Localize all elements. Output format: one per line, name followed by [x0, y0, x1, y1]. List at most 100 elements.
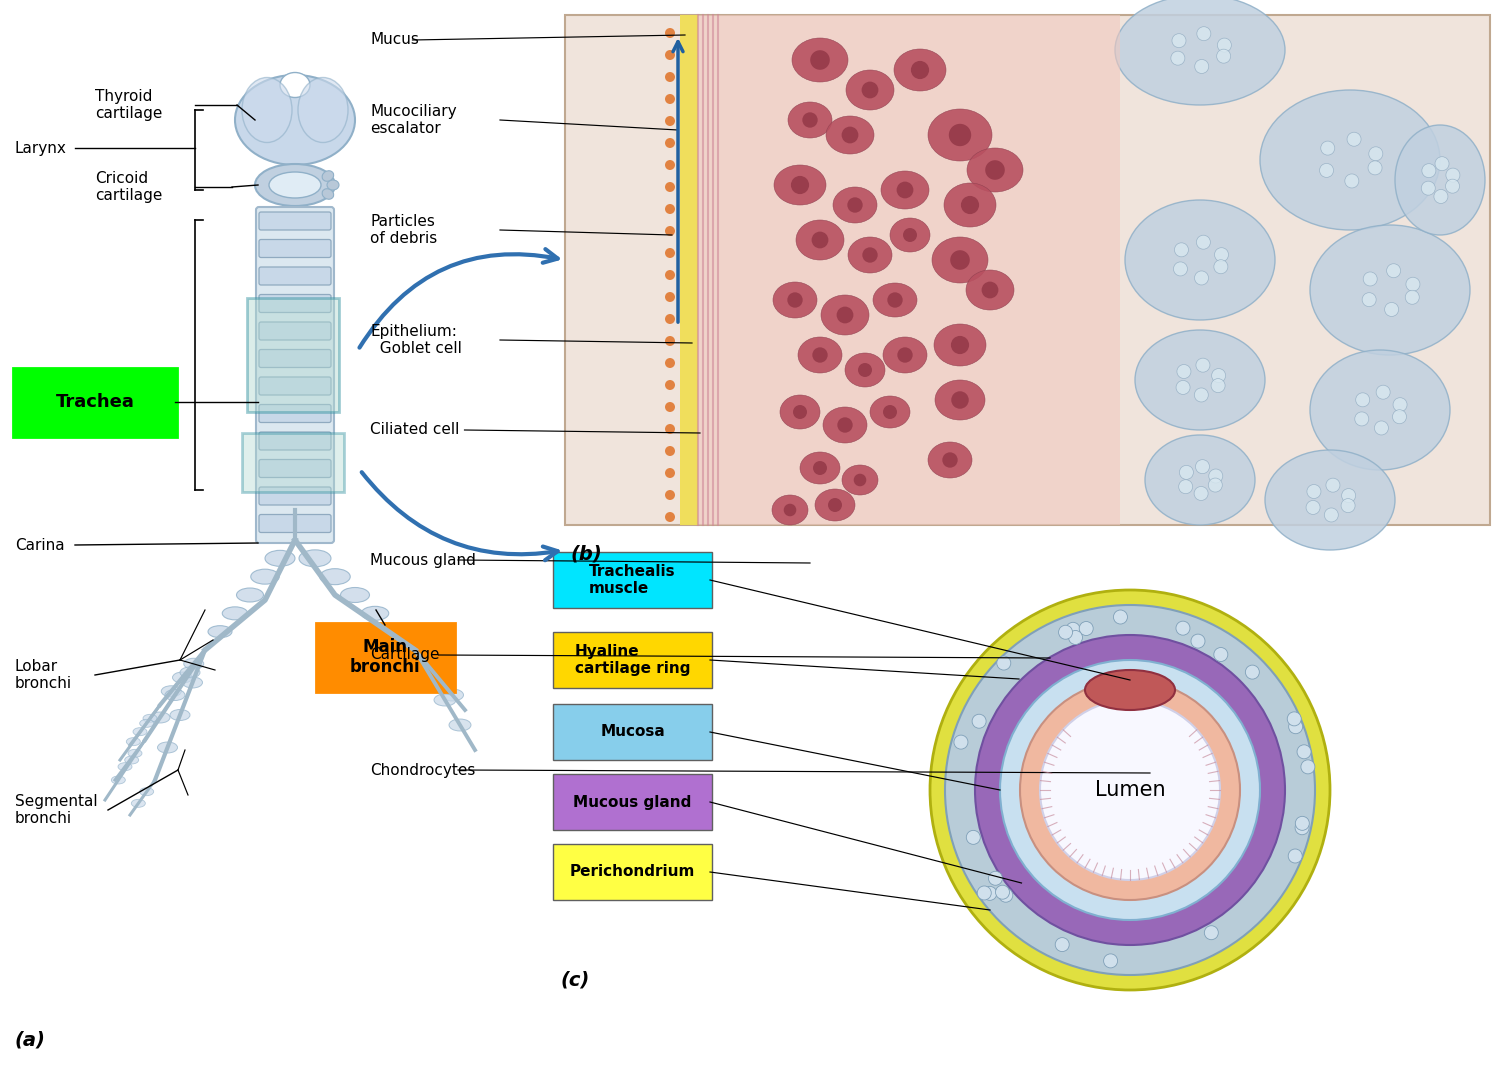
Ellipse shape: [150, 712, 170, 723]
Circle shape: [664, 446, 675, 456]
Circle shape: [888, 293, 903, 308]
Ellipse shape: [209, 625, 232, 637]
Ellipse shape: [1310, 225, 1470, 355]
Circle shape: [1214, 259, 1228, 273]
Circle shape: [1196, 460, 1209, 474]
Ellipse shape: [222, 607, 248, 620]
Ellipse shape: [934, 380, 986, 420]
Circle shape: [1178, 365, 1191, 378]
Circle shape: [998, 656, 1011, 670]
Circle shape: [813, 348, 828, 363]
Circle shape: [813, 461, 826, 475]
Ellipse shape: [242, 78, 292, 143]
Ellipse shape: [788, 102, 832, 138]
Text: Segmental
bronchi: Segmental bronchi: [15, 794, 98, 826]
Circle shape: [966, 831, 981, 845]
Circle shape: [897, 348, 912, 363]
FancyBboxPatch shape: [260, 405, 332, 422]
Circle shape: [837, 307, 854, 323]
Circle shape: [1362, 293, 1376, 307]
Ellipse shape: [320, 569, 350, 584]
Text: Main
bronchi: Main bronchi: [350, 637, 420, 676]
Circle shape: [853, 474, 867, 486]
Ellipse shape: [1260, 90, 1440, 230]
Ellipse shape: [322, 189, 333, 200]
Ellipse shape: [433, 694, 456, 706]
Ellipse shape: [132, 799, 146, 808]
Circle shape: [981, 282, 999, 298]
Circle shape: [783, 503, 796, 516]
Circle shape: [1196, 359, 1210, 373]
Circle shape: [1054, 937, 1070, 951]
Circle shape: [1210, 379, 1225, 393]
FancyBboxPatch shape: [316, 623, 454, 692]
Text: Cricoid
cartilage: Cricoid cartilage: [94, 171, 162, 203]
Ellipse shape: [934, 324, 986, 366]
Circle shape: [664, 72, 675, 82]
Circle shape: [1214, 648, 1228, 662]
FancyBboxPatch shape: [13, 368, 177, 437]
Circle shape: [1113, 610, 1128, 624]
Circle shape: [664, 183, 675, 192]
Ellipse shape: [134, 728, 147, 735]
Circle shape: [664, 226, 675, 237]
Ellipse shape: [327, 180, 339, 190]
Circle shape: [942, 453, 957, 468]
Ellipse shape: [419, 669, 441, 681]
Circle shape: [1215, 247, 1228, 261]
Ellipse shape: [1136, 330, 1264, 430]
Ellipse shape: [124, 756, 138, 764]
Ellipse shape: [824, 407, 867, 443]
Ellipse shape: [894, 49, 946, 91]
Bar: [680, 15, 1120, 525]
Circle shape: [1406, 278, 1420, 292]
Ellipse shape: [842, 465, 878, 495]
Circle shape: [664, 424, 675, 434]
Circle shape: [1341, 499, 1354, 513]
Bar: [680, 15, 698, 525]
Circle shape: [930, 590, 1330, 990]
FancyBboxPatch shape: [554, 552, 712, 608]
Ellipse shape: [142, 714, 158, 723]
Ellipse shape: [126, 738, 141, 745]
Circle shape: [1422, 164, 1436, 178]
Circle shape: [664, 292, 675, 302]
Ellipse shape: [780, 395, 820, 429]
Circle shape: [897, 181, 914, 199]
Circle shape: [1216, 50, 1230, 63]
Text: Trachealis
muscle: Trachealis muscle: [590, 564, 676, 596]
Circle shape: [1376, 386, 1390, 400]
Circle shape: [1370, 147, 1383, 161]
Ellipse shape: [417, 659, 438, 671]
Ellipse shape: [880, 171, 928, 210]
Ellipse shape: [846, 70, 894, 110]
Circle shape: [1197, 27, 1210, 41]
Circle shape: [1209, 469, 1222, 483]
Circle shape: [1172, 33, 1186, 48]
Circle shape: [664, 380, 675, 390]
Circle shape: [884, 405, 897, 419]
Text: Cartilage: Cartilage: [370, 648, 440, 662]
Ellipse shape: [800, 453, 840, 484]
Circle shape: [1176, 621, 1190, 635]
Circle shape: [1172, 51, 1185, 65]
Text: Hyaline
cartilage ring: Hyaline cartilage ring: [574, 644, 690, 676]
Ellipse shape: [128, 750, 142, 757]
Ellipse shape: [111, 777, 126, 784]
Ellipse shape: [172, 672, 192, 683]
Circle shape: [1176, 380, 1190, 394]
Circle shape: [1104, 954, 1118, 968]
Circle shape: [1364, 272, 1377, 286]
Circle shape: [1068, 631, 1083, 645]
Circle shape: [837, 417, 852, 433]
Ellipse shape: [322, 171, 333, 181]
Circle shape: [910, 60, 928, 79]
Circle shape: [999, 888, 1012, 902]
Circle shape: [1296, 816, 1310, 831]
Circle shape: [664, 248, 675, 258]
Circle shape: [1386, 264, 1401, 278]
Circle shape: [1287, 712, 1300, 726]
Circle shape: [996, 886, 1010, 900]
Circle shape: [664, 50, 675, 60]
Text: Mucous gland: Mucous gland: [370, 553, 476, 567]
